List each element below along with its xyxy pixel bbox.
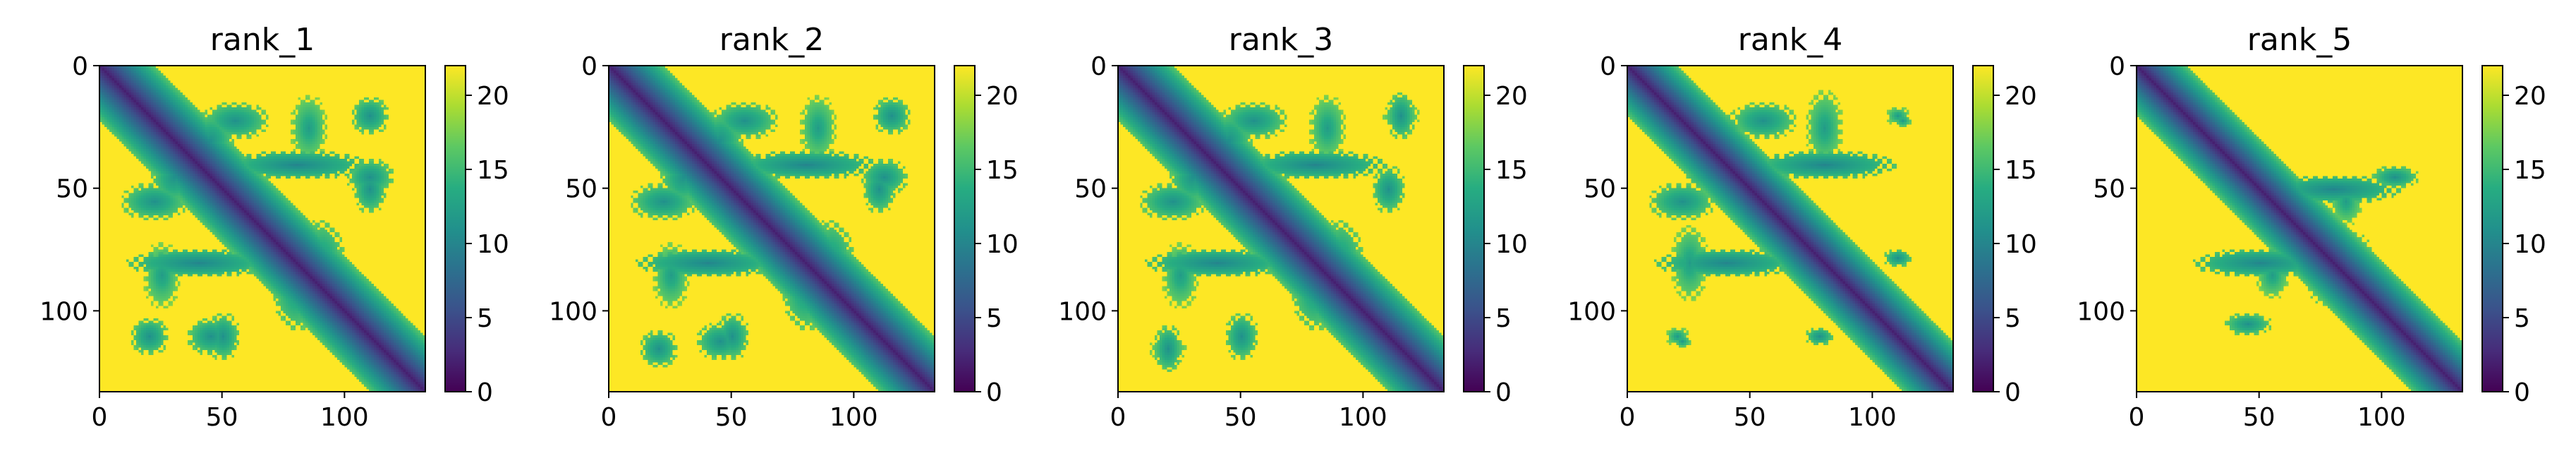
x-tick-label: 0 — [92, 403, 108, 432]
y-tick-label: 50 — [2093, 175, 2125, 204]
x-tick-label: 50 — [2243, 403, 2276, 432]
colorbar — [1463, 65, 1485, 392]
colorbar-tick-label: 15 — [1495, 156, 1528, 185]
x-tick-label: 0 — [1620, 403, 1636, 432]
x-tick-label: 100 — [1848, 403, 1897, 432]
x-tick-label: 100 — [320, 403, 369, 432]
panel-title: rank_2 — [719, 22, 824, 58]
x-tick-label: 50 — [1225, 403, 1257, 432]
colorbar-tick-label: 20 — [477, 82, 509, 111]
colorbar-tick-label: 5 — [986, 304, 1002, 333]
colorbar-tick-label: 0 — [1495, 378, 1512, 407]
colorbar-tick-label: 5 — [1495, 304, 1512, 333]
colorbar-tick-label: 20 — [2514, 82, 2546, 111]
panel-title: rank_4 — [1738, 22, 1842, 58]
colorbar — [444, 65, 466, 392]
x-tick-label: 0 — [1110, 403, 1126, 432]
x-tick-label: 100 — [1339, 403, 1387, 432]
colorbar-tick-label: 0 — [477, 378, 493, 407]
colorbar — [954, 65, 976, 392]
plot-frame — [2136, 65, 2463, 392]
colorbar-tick-label: 15 — [2005, 156, 2037, 185]
y-tick-label: 100 — [1567, 297, 1616, 326]
colorbar-tick-label: 5 — [477, 304, 493, 333]
panel-title: rank_5 — [2247, 22, 2352, 58]
panel-rank_1: rank_1 0 50 100 0 50 100 0 5 10 15 20 — [40, 22, 509, 432]
colorbar — [2481, 65, 2503, 392]
x-tick-label: 50 — [1734, 403, 1766, 432]
colorbar-tick-label: 0 — [986, 378, 1002, 407]
y-tick-label: 50 — [56, 175, 88, 204]
plot-frame — [1627, 65, 1954, 392]
y-tick-label: 0 — [581, 52, 597, 81]
colorbar-tick-label: 0 — [2005, 378, 2021, 407]
panel-title: rank_3 — [1229, 22, 1333, 58]
x-tick-label: 100 — [2357, 403, 2406, 432]
x-tick-label: 50 — [715, 403, 748, 432]
colorbar-tick-label: 20 — [1495, 82, 1528, 111]
heatmap-image — [2137, 66, 2462, 392]
panel-title: rank_1 — [210, 22, 315, 58]
panel-rank_3: rank_3 0 50 100 0 50 100 0 5 10 15 20 — [1058, 22, 1528, 432]
plot-frame — [1117, 65, 1445, 392]
colorbar-tick-label: 10 — [2514, 230, 2546, 259]
heatmap-image — [99, 66, 425, 392]
y-tick-label: 0 — [72, 52, 88, 81]
plot-frame — [608, 65, 935, 392]
colorbar-tick-label: 10 — [477, 230, 509, 259]
y-tick-label: 100 — [1058, 297, 1107, 326]
colorbar-tick-label: 10 — [1495, 230, 1528, 259]
y-tick-label: 50 — [565, 175, 597, 204]
x-tick-label: 0 — [601, 403, 617, 432]
colorbar-tick-label: 5 — [2005, 304, 2021, 333]
colorbar-tick-label: 15 — [477, 156, 509, 185]
heatmap-image — [1627, 66, 1953, 392]
colorbar-tick-label: 15 — [986, 156, 1019, 185]
heatmap-image — [1118, 66, 1444, 392]
colorbar-tick-label: 0 — [2514, 378, 2530, 407]
y-tick-label: 50 — [1074, 175, 1107, 204]
y-tick-label: 100 — [549, 297, 597, 326]
colorbar-tick-label: 20 — [2005, 82, 2037, 111]
colorbar-tick-label: 10 — [2005, 230, 2037, 259]
y-tick-label: 0 — [1090, 52, 1107, 81]
colorbar-tick-label: 15 — [2514, 156, 2546, 185]
colorbar — [1972, 65, 1994, 392]
panel-rank_2: rank_2 0 50 100 0 50 100 0 5 10 15 20 — [549, 22, 1019, 432]
x-tick-label: 50 — [206, 403, 238, 432]
colorbar-tick-label: 10 — [986, 230, 1019, 259]
x-tick-label: 0 — [2129, 403, 2145, 432]
colorbar-tick-label: 20 — [986, 82, 1019, 111]
plot-frame — [99, 65, 426, 392]
panel-rank_4: rank_4 0 50 100 0 50 100 0 5 10 15 20 — [1567, 22, 2037, 432]
panel-rank_5: rank_5 0 50 100 0 50 100 0 5 10 15 20 — [2077, 22, 2546, 432]
x-tick-label: 100 — [830, 403, 878, 432]
y-tick-label: 0 — [2109, 52, 2125, 81]
colorbar-tick-label: 5 — [2514, 304, 2530, 333]
heatmap-image — [609, 66, 935, 392]
y-tick-label: 100 — [40, 297, 88, 326]
y-tick-label: 0 — [1600, 52, 1616, 81]
y-tick-label: 100 — [2077, 297, 2125, 326]
y-tick-label: 50 — [1584, 175, 1616, 204]
